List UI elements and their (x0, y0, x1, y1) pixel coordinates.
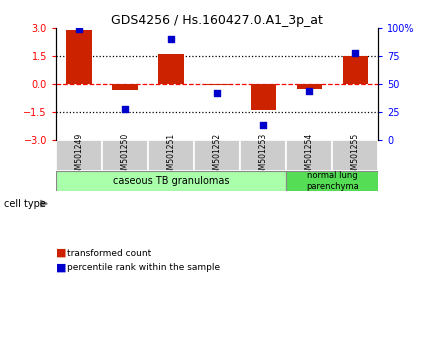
Text: percentile rank within the sample: percentile rank within the sample (67, 263, 220, 272)
Point (352, 50, 359, 56)
Text: transformed count: transformed count (67, 249, 151, 258)
Bar (194, 140, 240, 171)
Text: cell type: cell type (4, 199, 46, 209)
Bar (297, 84, 322, 89)
Text: GSM501252: GSM501252 (213, 132, 221, 178)
Bar (286, 171, 378, 191)
Text: GSM501249: GSM501249 (74, 132, 83, 179)
Point (260, 122, 267, 128)
Text: normal lung
parenchyma: normal lung parenchyma (306, 171, 359, 191)
Bar (102, 140, 148, 171)
Text: caseous TB granulomas: caseous TB granulomas (113, 176, 229, 186)
Bar (343, 56, 368, 84)
Point (168, 37, 175, 42)
Text: GSM501250: GSM501250 (120, 132, 129, 179)
Bar (56, 171, 286, 191)
Bar (240, 140, 286, 171)
Bar (205, 84, 230, 85)
Text: ■: ■ (56, 248, 66, 258)
Text: GSM501251: GSM501251 (166, 132, 175, 178)
Bar (158, 55, 184, 84)
Point (306, 88, 313, 93)
Title: GDS4256 / Hs.160427.0.A1_3p_at: GDS4256 / Hs.160427.0.A1_3p_at (111, 14, 323, 27)
Bar (332, 140, 378, 171)
Bar (112, 84, 138, 90)
Bar (66, 30, 92, 84)
Bar (148, 140, 194, 171)
Text: GSM501253: GSM501253 (259, 132, 268, 179)
Bar (251, 84, 276, 110)
Text: ■: ■ (56, 262, 66, 272)
Text: GSM501255: GSM501255 (351, 132, 360, 179)
Bar (286, 140, 332, 171)
Point (122, 106, 129, 112)
Point (214, 90, 221, 96)
Text: GSM501254: GSM501254 (305, 132, 314, 179)
Bar (56, 140, 102, 171)
Point (76, 27, 83, 32)
